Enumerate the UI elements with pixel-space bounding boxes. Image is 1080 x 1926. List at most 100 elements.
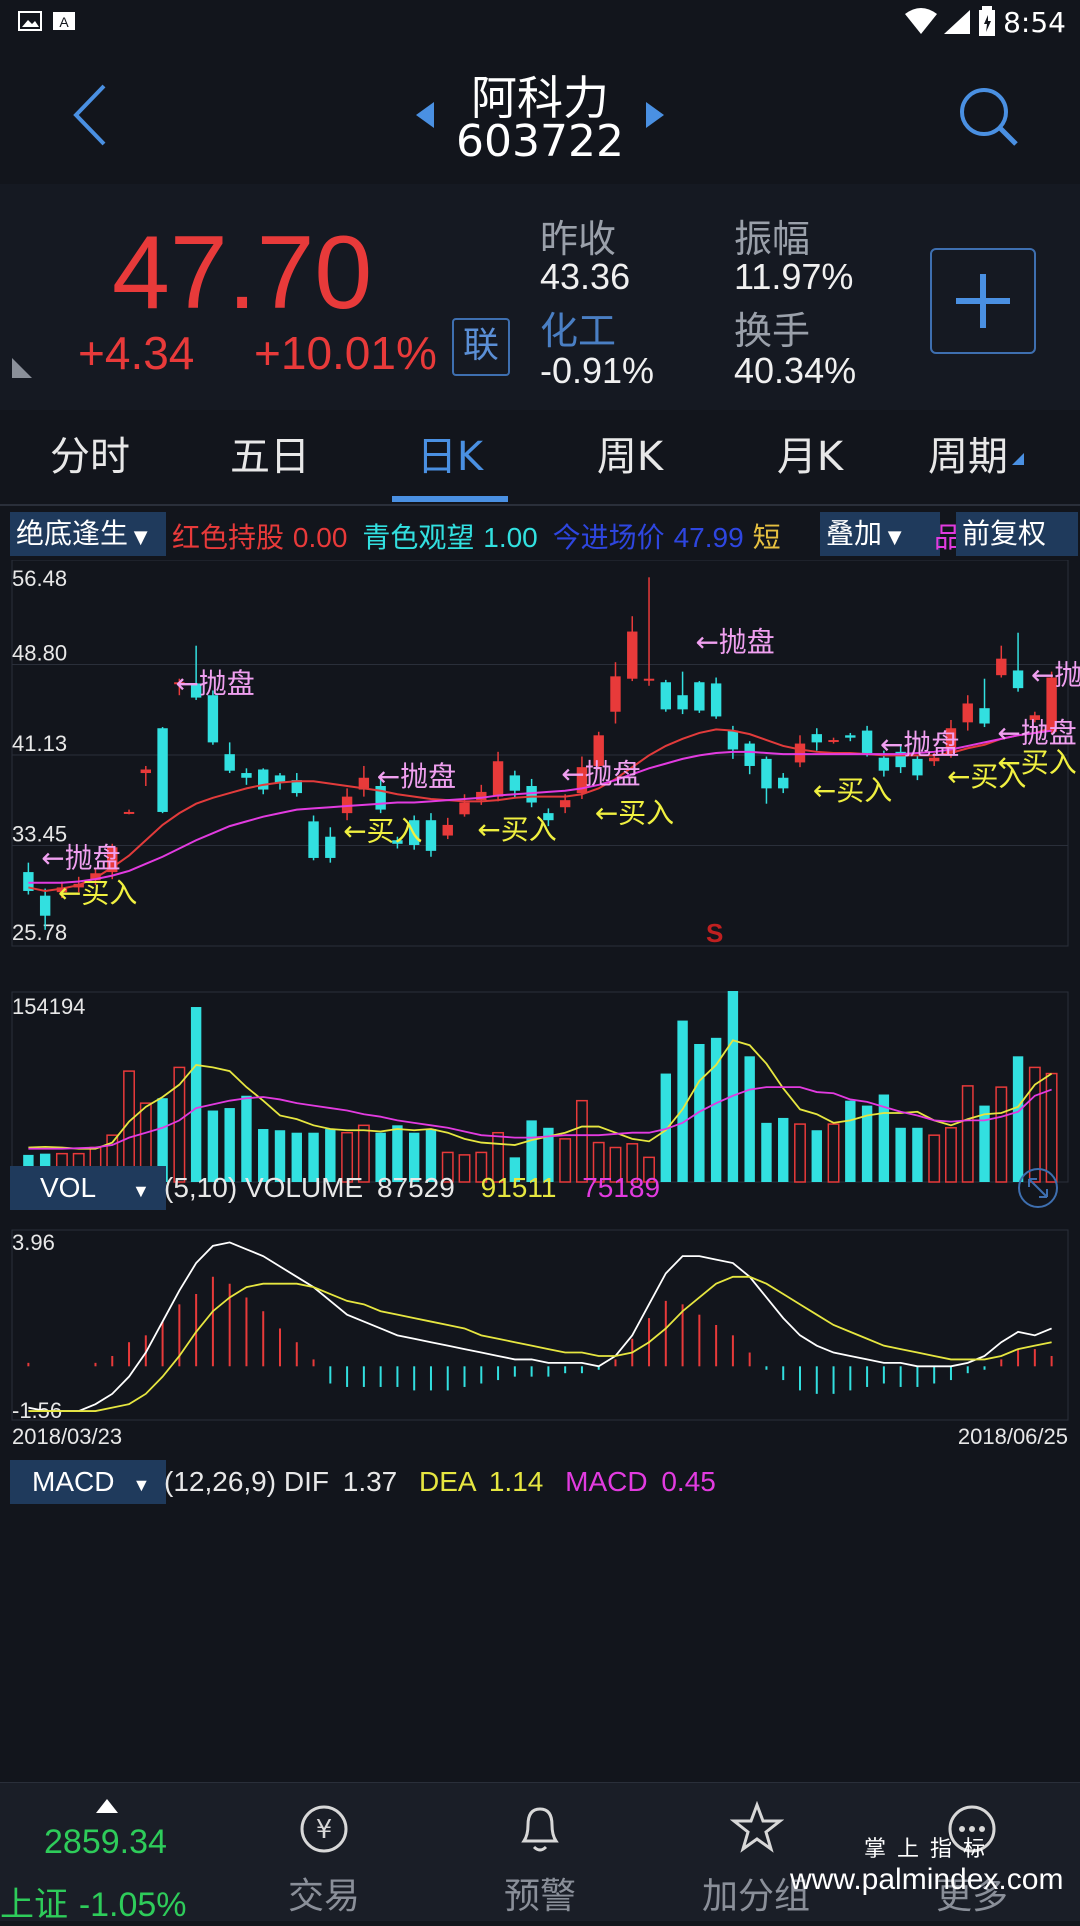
candle-body — [190, 683, 202, 698]
tab-monthly-k[interactable]: 月K — [776, 434, 844, 480]
volume-bar — [291, 1132, 302, 1182]
volume-bar — [357, 1124, 370, 1183]
candle-body — [744, 743, 755, 766]
kline-y-tick: 41.13 — [12, 731, 67, 756]
indicator-select[interactable]: 绝底逢生 ▼ — [10, 512, 166, 556]
index-summary[interactable]: 上证 -1.05% — [0, 1877, 187, 1926]
macd-label: MACD — [565, 1466, 648, 1497]
bottom-nav: 2859.34 上证 -1.05% ¥ 交易 预警 加分组 更多 掌 上 指 标… — [0, 1782, 1080, 1925]
volume-bar — [575, 1099, 588, 1183]
next-stock-icon[interactable] — [644, 100, 666, 134]
volume-bar — [878, 1094, 890, 1182]
volume-bar — [912, 1127, 923, 1182]
candle-body — [811, 734, 822, 743]
index-value: 2859.34 — [44, 1823, 167, 1861]
index-change: -1.05% — [78, 1886, 187, 1924]
volume-bar — [928, 1134, 941, 1183]
price-change: +4.34 — [78, 327, 195, 379]
tab-period[interactable]: 周期 — [892, 410, 1062, 502]
candle-body — [291, 780, 302, 794]
tab-intraday[interactable]: 分时 — [50, 434, 130, 480]
chart-area[interactable]: 56.4848.8041.1333.4525.78←抛盘←买入←抛盘←抛盘←买入… — [0, 560, 1080, 1782]
volume-chart: 154194 — [11, 991, 1069, 1183]
nav-alert[interactable]: 预警 — [440, 1783, 640, 1921]
volume-bar — [492, 1131, 505, 1183]
price-change-pct: +10.01% — [254, 327, 437, 379]
watermark-url: www.palmindex.com — [790, 1863, 1064, 1896]
buy-signal-label: ←买入 — [58, 877, 137, 910]
macd-frame — [11, 1229, 1069, 1421]
prev-stock-icon[interactable] — [414, 100, 436, 134]
candle-body — [559, 800, 571, 808]
volume-ma-line — [28, 1039, 1053, 1150]
volume-bar — [258, 1129, 269, 1182]
indicator-name: 绝底逢生 — [16, 517, 129, 550]
volume-bar — [592, 1141, 605, 1183]
adjust-select[interactable]: 前复权 — [956, 512, 1078, 556]
dif-label: DIF — [283, 1466, 329, 1497]
volume-bar — [845, 1100, 856, 1182]
sector-label[interactable]: 化工 — [540, 309, 617, 353]
battery-icon — [978, 6, 996, 40]
sell-signal-label: ←抛盘 — [880, 728, 959, 761]
dea-line — [28, 1275, 1052, 1412]
linked-button[interactable]: 联 — [452, 318, 510, 376]
tab-period-label: 周期 — [928, 434, 1008, 480]
volume-ma5-value: 91511 — [480, 1172, 557, 1203]
volume-bar — [1028, 1066, 1041, 1183]
volume-value: 87529 — [376, 1172, 455, 1203]
candle-body — [945, 728, 957, 753]
volume-bar — [609, 1146, 622, 1183]
buy-signal-label: ←买入 — [343, 814, 422, 847]
expand-chart-icon[interactable] — [1016, 1166, 1060, 1217]
volume-ma-line — [28, 1086, 1052, 1150]
period-tabs: 分时 五日 日K 周K 月K 周期 — [0, 410, 1080, 506]
indicator-row: 绝底逢生 ▼ 红色持股 0.00 青色观望 1.00 今进场价 47.99 短 … — [0, 508, 1080, 560]
nav-more[interactable]: 更多 — [872, 1783, 1072, 1921]
short-label: 短 — [752, 521, 781, 554]
volume-bar — [559, 1138, 572, 1183]
candle-body — [593, 735, 604, 766]
macd-select[interactable]: MACD ▼ — [10, 1460, 166, 1504]
add-watchlist-button[interactable] — [930, 248, 1036, 354]
search-icon[interactable] — [956, 84, 1020, 152]
volume-bar — [794, 1123, 806, 1183]
tab-active-indicator — [392, 496, 508, 502]
buy-signal-label: ←买入 — [477, 813, 556, 846]
volume-ma10-value: 75189 — [582, 1172, 661, 1203]
volume-bar — [811, 1130, 822, 1182]
tab-daily-k[interactable]: 日K — [416, 434, 484, 480]
volume-bar — [224, 1108, 235, 1182]
kline-chart: 56.4848.8041.1333.4525.78←抛盘←买入←抛盘←抛盘←买入… — [11, 560, 1080, 948]
tab-five-day[interactable]: 五日 — [230, 434, 310, 480]
volume-bar — [157, 1098, 168, 1182]
tab-weekly-k[interactable]: 周K — [596, 434, 664, 480]
candle-body — [526, 786, 537, 803]
candle-body — [492, 761, 504, 797]
volume-bar — [425, 1129, 437, 1182]
candle-body — [140, 769, 152, 774]
candle-body — [358, 777, 370, 790]
volume-bar — [961, 1085, 974, 1183]
volume-select[interactable]: VOL ▼ — [10, 1166, 166, 1210]
expand-up-icon[interactable] — [94, 1797, 120, 1819]
candle-body — [677, 695, 688, 710]
overlay-select[interactable]: 叠加 ▼ — [820, 512, 940, 556]
macd-params: (12,26,9) — [164, 1466, 277, 1497]
turnover-value: 40.34% — [734, 350, 857, 391]
candle-body — [39, 895, 51, 916]
volume-bar — [274, 1130, 286, 1182]
candle-body — [727, 730, 739, 750]
x-end-date: 2018/06/25 — [958, 1424, 1068, 1449]
back-icon[interactable] — [64, 80, 114, 154]
candle-body — [392, 840, 403, 844]
volume-indicator-name: VOL — [40, 1172, 97, 1203]
volume-bar — [761, 1122, 772, 1182]
volume-bar — [526, 1120, 537, 1182]
volume-bar — [341, 1131, 354, 1183]
volume-legend: VOL ▼ (5,10) VOLUME 87529 91511 75189 — [0, 1164, 1080, 1210]
nav-trade[interactable]: ¥ 交易 — [224, 1783, 424, 1921]
nav-add-group[interactable]: 加分组 — [656, 1783, 856, 1921]
volume-bar — [895, 1127, 906, 1182]
